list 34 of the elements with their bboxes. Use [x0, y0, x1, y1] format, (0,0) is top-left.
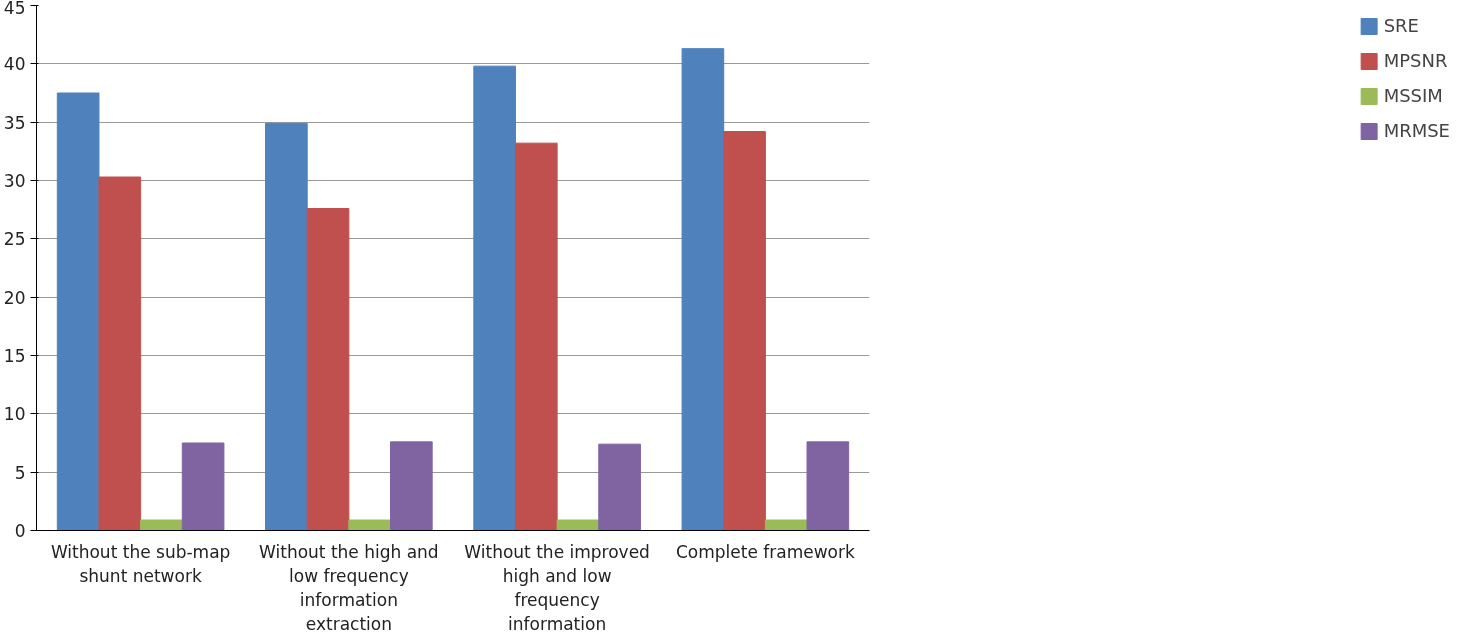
legend-label: MRMSE	[1383, 120, 1450, 141]
bar	[514, 142, 558, 531]
y-tick-label: 5	[14, 462, 26, 483]
y-tick-label: 45	[3, 0, 26, 18]
y-tick-label: 30	[3, 171, 26, 191]
y-tick-label: 10	[3, 404, 26, 425]
bar	[98, 176, 142, 531]
legend-label: MSSIM	[1383, 85, 1443, 106]
bar	[806, 441, 850, 531]
bar	[348, 519, 392, 531]
bar	[306, 208, 350, 531]
legend-label: SRE	[1383, 15, 1419, 36]
y-tick-label: 35	[3, 112, 26, 133]
bar	[56, 92, 100, 531]
bar	[723, 131, 766, 531]
x-tick-label: Without the high and low frequency information extraction	[259, 541, 439, 634]
x-tick-label: Without the sub-map shunt network	[50, 541, 231, 586]
bar	[140, 519, 183, 531]
bar	[556, 519, 600, 531]
bar	[598, 443, 641, 531]
y-tick-label: 15	[3, 346, 26, 366]
x-tick-label: Without the improved high and low frequency information	[464, 541, 650, 634]
bar	[764, 519, 808, 531]
bar	[473, 65, 516, 531]
bar	[265, 122, 308, 531]
y-tick-label: 40	[3, 54, 26, 75]
y-tick-label: 0	[14, 521, 26, 541]
bar	[181, 442, 225, 531]
bar	[390, 441, 433, 531]
y-tick-label: 20	[3, 287, 26, 308]
y-tick-label: 25	[3, 229, 26, 250]
x-tick-label: Complete framework	[675, 541, 855, 562]
legend-label: MPSNR	[1383, 50, 1448, 71]
bar	[681, 48, 725, 531]
